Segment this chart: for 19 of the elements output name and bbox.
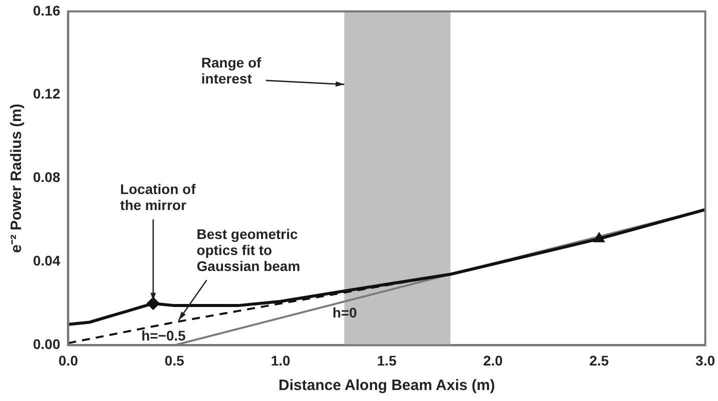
annotation: Range of interest: [201, 54, 262, 86]
x-tick-label: 2.0: [483, 352, 503, 368]
annotation: Location of the mirror: [120, 181, 196, 214]
y-tick-label: 0.08: [33, 169, 60, 186]
series-label: h=−0.5: [141, 328, 186, 344]
x-tick-label: 1.0: [270, 352, 291, 368]
y-tick-label: 0.16: [33, 2, 60, 18]
x-tick-label: 2.5: [589, 352, 610, 368]
x-tick-label: 3.0: [696, 352, 716, 368]
y-tick-label: 0.04: [33, 252, 60, 269]
y-tick-label: 0.12: [33, 86, 60, 102]
y-axis-title: e⁻² Power Radius (m): [8, 104, 26, 253]
x-axis-title: Distance Along Beam Axis (m): [278, 377, 495, 394]
x-tick-label: 0.5: [164, 352, 184, 368]
annotation: Best geometric optics fit to Gaussian beam: [196, 226, 300, 274]
x-tick-label: 1.5: [377, 352, 397, 368]
y-tick-label: 0.00: [33, 336, 60, 352]
x-tick-label: 0.0: [58, 352, 78, 368]
series-label: h=0: [332, 304, 358, 321]
